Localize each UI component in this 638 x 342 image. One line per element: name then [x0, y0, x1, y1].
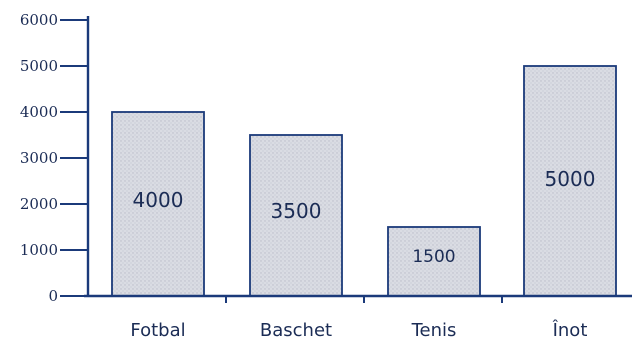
data-label: 1500 — [412, 247, 455, 267]
bars-layer — [111, 65, 617, 297]
data-label: 4000 — [133, 188, 184, 212]
x-tick-label: Înot — [552, 319, 588, 341]
bar-baschet — [249, 134, 343, 297]
y-tick-label: 3000 — [20, 149, 58, 167]
x-tick-label: Fotbal — [130, 320, 185, 341]
y-tick-label: 1000 — [20, 241, 58, 259]
x-tick-label: Baschet — [260, 320, 332, 341]
x-tick-label: Tenis — [411, 320, 457, 341]
y-tick-label: 0 — [48, 287, 58, 305]
data-label: 5000 — [545, 167, 596, 191]
y-tick-label: 6000 — [20, 11, 58, 29]
bar-înot — [523, 65, 617, 297]
y-tick-label: 4000 — [20, 103, 58, 121]
y-tick-label: 2000 — [20, 195, 58, 213]
axes-layer — [60, 16, 632, 303]
data-label: 3500 — [271, 199, 322, 223]
y-tick-label: 5000 — [20, 57, 58, 75]
bar-fotbal — [111, 111, 205, 297]
labels-layer: 0 1000 2000 3000 4000 5000 6000 Fotbal Baschet Te… — [20, 11, 596, 341]
